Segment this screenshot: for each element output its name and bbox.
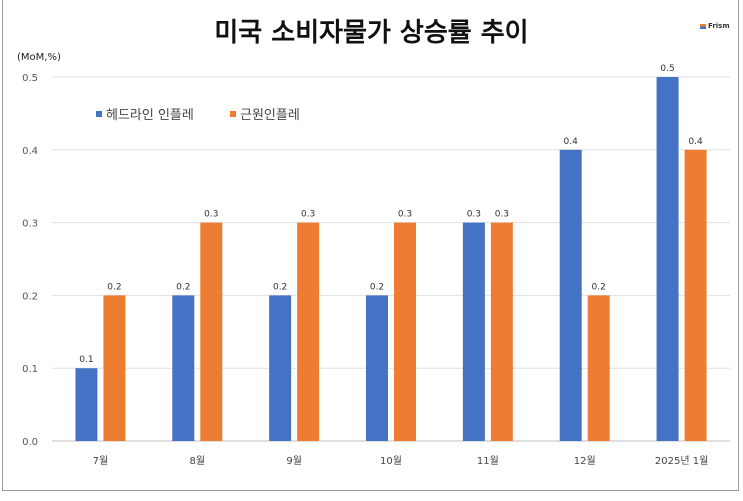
data-label: 0.3: [467, 210, 481, 220]
data-label: 0.2: [370, 282, 384, 292]
bar: [394, 222, 416, 441]
legend-item-headline: 헤드라인 인플레: [96, 104, 194, 123]
bar: [684, 149, 707, 442]
bar: [200, 222, 223, 441]
logo: Frism: [700, 22, 730, 30]
x-tick-label: 10월: [380, 455, 402, 467]
data-label: 0.4: [688, 137, 703, 147]
y-tick-label: 0.0: [22, 437, 38, 448]
bar: [269, 295, 292, 441]
bar: [75, 368, 98, 441]
x-tick-label: 9월: [286, 455, 302, 467]
data-label: 0.2: [273, 282, 287, 292]
y-tick-label: 0.3: [22, 219, 38, 230]
data-label: 0.1: [79, 355, 93, 365]
x-tick-label: 12월: [574, 455, 596, 467]
bar: [587, 295, 610, 441]
y-tick-label: 0.1: [22, 364, 38, 375]
legend-swatch: [230, 110, 236, 117]
legend-item-core: 근원인플레: [230, 104, 300, 123]
legend-swatch: [96, 110, 102, 117]
legend-label: 근원인플레: [240, 108, 300, 123]
x-tick-label: 2025년 1월: [655, 455, 708, 467]
data-label: 0.4: [564, 137, 579, 147]
y-axis-unit: (MoM,%): [17, 52, 61, 63]
x-tick-label: 8월: [190, 455, 206, 467]
bar: [366, 295, 388, 441]
bar: [462, 222, 485, 441]
data-label: 0.3: [495, 210, 509, 220]
data-label: 0.2: [107, 282, 121, 292]
y-tick-label: 0.4: [22, 146, 38, 157]
bar: [656, 77, 679, 441]
y-tick-label: 0.2: [22, 291, 38, 302]
chart-title: 미국 소비자물가 상승률 추이: [214, 18, 529, 48]
bar: [172, 295, 195, 441]
data-label: 0.5: [660, 64, 674, 74]
data-label: 0.3: [398, 210, 412, 220]
data-label: 0.2: [592, 282, 606, 292]
logo-text: Frism: [708, 22, 730, 30]
bar: [103, 295, 126, 441]
y-tick-label: 0.5: [22, 73, 38, 84]
data-label: 0.3: [301, 210, 315, 220]
x-tick-label: 7월: [93, 455, 109, 467]
data-label: 0.3: [204, 210, 218, 220]
x-tick-label: 11월: [477, 455, 499, 467]
bar: [559, 149, 582, 442]
legend-label: 헤드라인 인플레: [106, 108, 194, 123]
bar: [490, 222, 513, 441]
bar: [297, 222, 320, 441]
data-label: 0.2: [176, 282, 190, 292]
logo-icon: [700, 23, 706, 29]
